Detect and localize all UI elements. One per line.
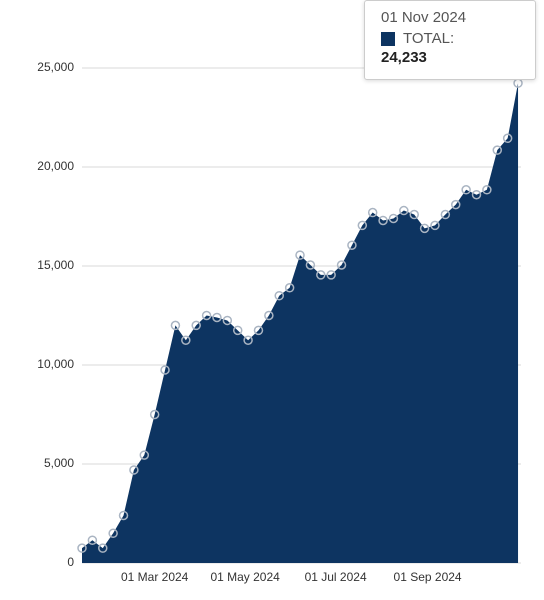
point — [409, 209, 419, 220]
point — [87, 535, 98, 545]
tooltip: 01 Nov 2024 TOTAL: 24,233 — [364, 0, 536, 80]
point — [357, 220, 368, 231]
point — [430, 220, 440, 231]
point — [502, 133, 513, 144]
y-tick-label: 0 — [67, 555, 74, 569]
y-tick-label: 15,000 — [37, 258, 74, 272]
point — [253, 325, 264, 336]
point — [378, 215, 388, 226]
point — [347, 240, 357, 250]
point — [264, 310, 274, 321]
tooltip-swatch — [381, 31, 395, 46]
point — [77, 543, 87, 553]
tooltip-series: TOTAL: — [403, 30, 455, 47]
y-tick-label: 10,000 — [37, 357, 74, 371]
point — [367, 207, 378, 218]
point — [450, 199, 461, 210]
tooltip-title: 01 Nov 2024 — [381, 9, 467, 26]
point — [295, 250, 305, 260]
point — [326, 270, 336, 280]
point — [232, 325, 243, 336]
point — [149, 409, 160, 420]
point — [284, 283, 295, 293]
point — [98, 543, 108, 553]
point — [336, 260, 347, 270]
y-tick-label: 25,000 — [37, 60, 74, 74]
point — [316, 270, 326, 280]
point — [191, 320, 201, 331]
point — [170, 320, 181, 331]
point — [471, 189, 482, 200]
point — [212, 312, 222, 323]
point — [492, 145, 503, 155]
point — [274, 290, 285, 301]
point — [181, 335, 191, 345]
x-tick-label: 01 Jul 2024 — [305, 570, 367, 584]
point — [419, 223, 430, 234]
point — [399, 205, 409, 216]
tooltip-value: 24,233 — [381, 49, 427, 66]
x-tick-label: 01 May 2024 — [210, 570, 280, 584]
point — [440, 209, 451, 220]
point — [139, 450, 150, 460]
tooltip-row: TOTAL: — [381, 30, 519, 47]
point — [222, 315, 233, 326]
y-tick-label: 20,000 — [37, 159, 74, 173]
point — [243, 335, 253, 345]
point — [129, 465, 139, 475]
area — [82, 83, 519, 564]
point — [160, 365, 170, 375]
point — [201, 310, 212, 321]
point — [461, 185, 471, 195]
point — [482, 185, 492, 195]
y-tick-label: 5,000 — [44, 456, 74, 470]
point — [388, 213, 399, 224]
x-tick-label: 01 Sep 2024 — [394, 570, 462, 584]
point — [118, 510, 129, 521]
x-tick-label: 01 Mar 2024 — [121, 570, 189, 584]
point — [108, 528, 118, 539]
point — [305, 260, 316, 270]
